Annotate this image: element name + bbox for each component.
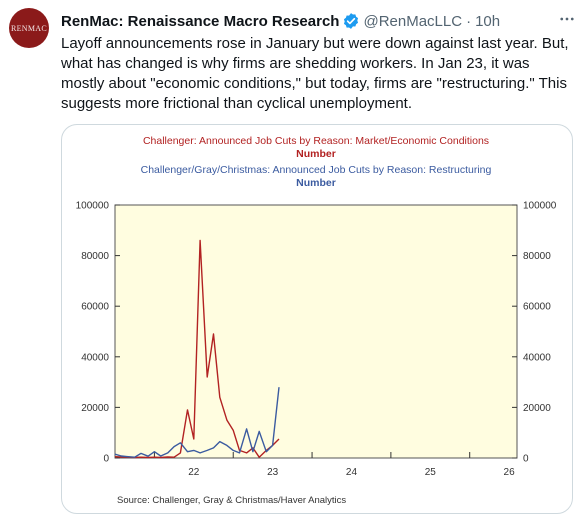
series-line — [114, 387, 280, 458]
handle[interactable]: @RenMacLLC — [363, 12, 463, 30]
y-tick-label: 100000 — [76, 201, 110, 212]
y-tick-label-right: 40000 — [523, 352, 551, 363]
plot-area — [114, 204, 518, 459]
y-tick-label: 20000 — [81, 403, 109, 414]
timestamp[interactable]: 10h — [475, 12, 501, 30]
y-tick-label: 60000 — [81, 302, 109, 313]
x-tick-label: 26 — [504, 467, 516, 478]
y-tick-label: 40000 — [81, 352, 109, 363]
x-tick-label: 25 — [425, 467, 437, 478]
y-tick-label: 0 — [103, 454, 109, 465]
chart-title-line: Number — [296, 148, 336, 160]
tweet-header: RenMac: Renaissance Macro Research @RenM… — [61, 10, 576, 32]
chart-title-line: Challenger: Announced Job Cuts by Reason… — [143, 135, 489, 147]
y-tick-label: 80000 — [81, 251, 109, 262]
y-tick-label-right: 100000 — [523, 201, 557, 212]
y-tick-label-right: 80000 — [523, 251, 551, 262]
y-tick-label-right: 60000 — [523, 302, 551, 313]
x-tick-label: 24 — [346, 467, 358, 478]
x-tick-label: 22 — [188, 467, 200, 478]
display-name[interactable]: RenMac: Renaissance Macro Research — [61, 12, 340, 30]
avatar[interactable]: RENMAC — [9, 8, 49, 48]
more-options-icon[interactable] — [558, 10, 576, 33]
tweet-media[interactable]: Challenger: Announced Job Cuts by Reason… — [61, 124, 573, 514]
avatar-logo-text: RENMAC — [10, 23, 48, 33]
y-tick-label-right: 20000 — [523, 403, 551, 414]
y-tick-label-right: 0 — [523, 454, 529, 465]
chart: Challenger: Announced Job Cuts by Reason… — [76, 135, 557, 506]
chart-source: Source: Challenger, Gray & Christmas/Hav… — [117, 495, 346, 506]
separator: · — [466, 12, 472, 30]
chart-title-line: Number — [296, 177, 336, 189]
chart-title-line: Challenger/Gray/Christmas: Announced Job… — [141, 164, 492, 176]
x-tick-label: 23 — [267, 467, 279, 478]
tweet-text: Layoff announcements rose in January but… — [61, 35, 569, 112]
verified-badge-icon[interactable] — [342, 12, 360, 30]
